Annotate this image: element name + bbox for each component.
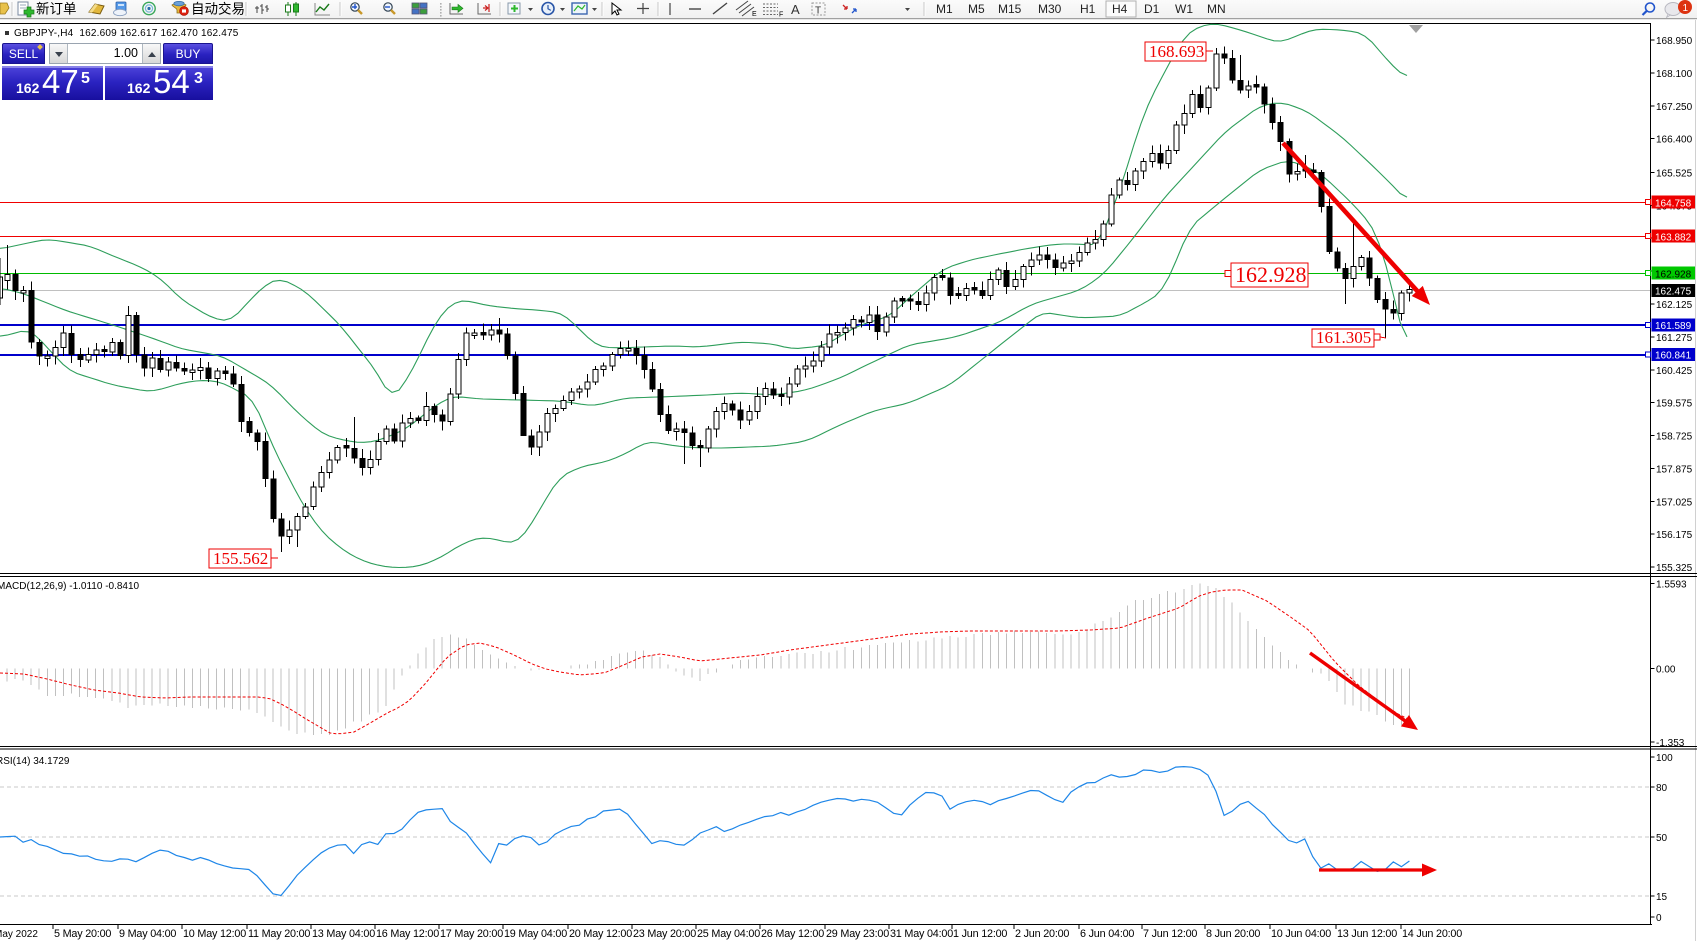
svg-text:RSI(14) 34.1729: RSI(14) 34.1729 [0, 756, 70, 767]
svg-text:159.575: 159.575 [1656, 399, 1693, 410]
svg-text:161.275: 161.275 [1656, 333, 1693, 344]
svg-text:自动交易: 自动交易 [191, 1, 245, 17]
svg-text:166.400: 166.400 [1656, 135, 1693, 146]
svg-text:164.758: 164.758 [1655, 198, 1692, 209]
svg-text:160.841: 160.841 [1655, 351, 1692, 362]
svg-text:5 May 20:00: 5 May 20:00 [54, 928, 111, 940]
svg-text:D1: D1 [1144, 2, 1160, 16]
svg-text:9 May 04:00: 9 May 04:00 [119, 928, 176, 940]
svg-text:0.00: 0.00 [1656, 664, 1676, 675]
svg-text:163.882: 163.882 [1655, 232, 1692, 243]
svg-text:新订单: 新订单 [36, 2, 77, 17]
svg-text:50: 50 [1656, 833, 1668, 844]
svg-text:11 May 20:00: 11 May 20:00 [248, 928, 310, 940]
svg-text:1.5593: 1.5593 [1656, 579, 1687, 590]
svg-text:165.525: 165.525 [1656, 169, 1693, 180]
svg-text:158.725: 158.725 [1656, 432, 1693, 443]
svg-text:W1: W1 [1175, 2, 1193, 16]
svg-text:MACD(12,26,9) -1.0110 -0.8410: MACD(12,26,9) -1.0110 -0.8410 [0, 581, 140, 592]
svg-text:168.100: 168.100 [1656, 69, 1693, 80]
svg-text:80: 80 [1656, 783, 1668, 794]
svg-text:100: 100 [1656, 753, 1673, 764]
svg-text:M5: M5 [968, 2, 985, 16]
svg-text:23 May 20:00: 23 May 20:00 [633, 928, 696, 940]
svg-text:160.425: 160.425 [1656, 366, 1693, 377]
svg-text:31 May 04:00: 31 May 04:00 [890, 928, 953, 940]
svg-text:E: E [752, 11, 757, 18]
svg-text:MN: MN [1207, 2, 1226, 16]
svg-text:17 May 20:00: 17 May 20:00 [440, 928, 503, 940]
svg-text:H4: H4 [1112, 2, 1128, 16]
svg-text:T: T [815, 6, 821, 17]
svg-text:M1: M1 [936, 2, 953, 16]
svg-text:A: A [791, 2, 800, 17]
svg-text:19 May 04:00: 19 May 04:00 [504, 928, 567, 940]
svg-text:157.025: 157.025 [1656, 497, 1693, 508]
svg-text:M15: M15 [998, 2, 1022, 16]
svg-text:13 May 04:00: 13 May 04:00 [312, 928, 375, 940]
svg-text:26 May 12:00: 26 May 12:00 [761, 928, 824, 940]
svg-text:8 Jun 20:00: 8 Jun 20:00 [1206, 928, 1260, 940]
svg-text:162.928: 162.928 [1235, 262, 1307, 287]
svg-text:H1: H1 [1080, 2, 1096, 16]
svg-text:10 May 12:00: 10 May 12:00 [183, 928, 246, 940]
svg-text:20 May 12:00: 20 May 12:00 [569, 928, 632, 940]
svg-text:10 Jun 04:00: 10 Jun 04:00 [1271, 928, 1331, 940]
svg-text:162.475: 162.475 [1655, 287, 1692, 298]
svg-text:161.589: 161.589 [1655, 321, 1692, 332]
svg-text:M30: M30 [1038, 2, 1062, 16]
svg-text:2 Jun 20:00: 2 Jun 20:00 [1015, 928, 1069, 940]
svg-text:16 May 12:00: 16 May 12:00 [376, 928, 439, 940]
svg-text:F: F [779, 12, 783, 19]
svg-text:29 May 23:00: 29 May 23:00 [826, 928, 889, 940]
svg-text:1: 1 [1683, 3, 1689, 14]
svg-text:161.305: 161.305 [1316, 328, 1371, 347]
svg-text:168.693: 168.693 [1149, 42, 1204, 61]
svg-text:-1.353: -1.353 [1656, 738, 1685, 749]
svg-text:13 Jun 12:00: 13 Jun 12:00 [1337, 928, 1397, 940]
svg-text:155.325: 155.325 [1656, 563, 1693, 574]
svg-text:25 May 04:00: 25 May 04:00 [697, 928, 760, 940]
svg-text:14 Jun 20:00: 14 Jun 20:00 [1402, 928, 1462, 940]
svg-text:168.950: 168.950 [1656, 36, 1693, 47]
svg-text:155.562: 155.562 [213, 549, 268, 568]
svg-text:157.875: 157.875 [1656, 464, 1693, 475]
svg-text:6 Jun 04:00: 6 Jun 04:00 [1080, 928, 1134, 940]
svg-text:0: 0 [1656, 913, 1662, 924]
svg-text:15: 15 [1656, 892, 1668, 903]
svg-text:167.250: 167.250 [1656, 102, 1693, 113]
svg-text:1 Jun 12:00: 1 Jun 12:00 [953, 928, 1007, 940]
svg-text:162.125: 162.125 [1656, 300, 1693, 311]
svg-text:156.175: 156.175 [1656, 530, 1693, 541]
svg-text:7 Jun 12:00: 7 Jun 12:00 [1143, 928, 1197, 940]
svg-text:May 2022: May 2022 [0, 929, 38, 940]
svg-text:162.928: 162.928 [1655, 269, 1692, 280]
